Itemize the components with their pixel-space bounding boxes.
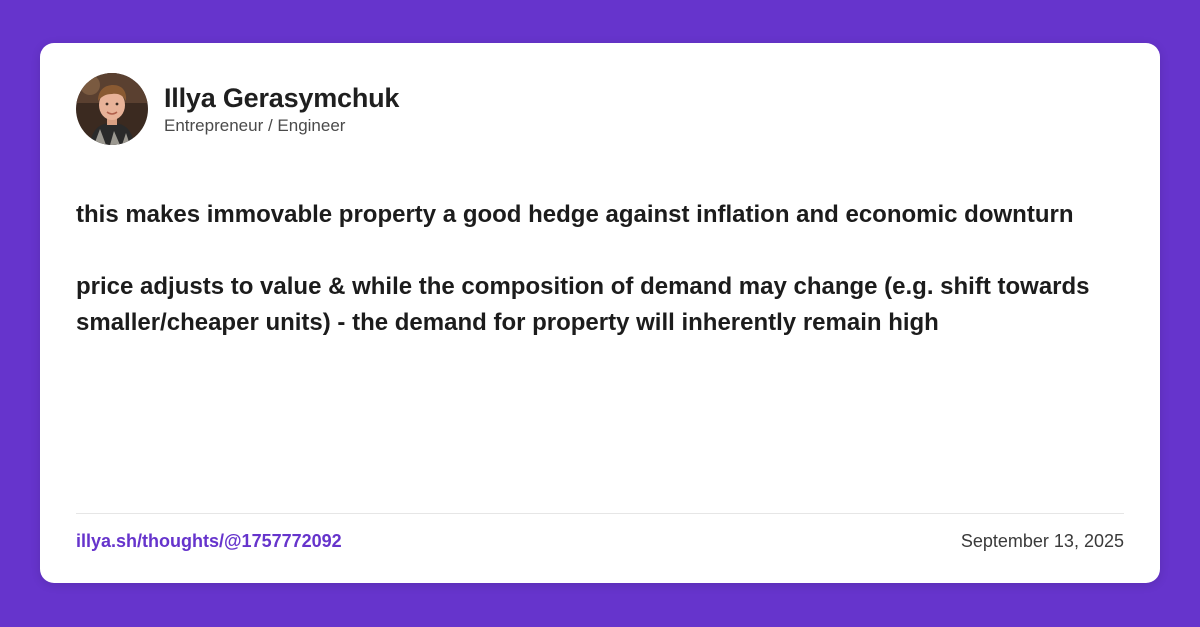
author-text: Illya Gerasymchuk Entrepreneur / Enginee… — [164, 82, 399, 137]
author-role: Entrepreneur / Engineer — [164, 115, 346, 135]
footer-divider — [76, 513, 1124, 514]
post-body: this makes immovable property a good hed… — [76, 197, 1126, 377]
post-permalink[interactable]: illya.sh/thoughts/@1757772092 — [76, 531, 342, 551]
post-date: September 13, 2025 — [960, 531, 1124, 551]
post-card: Illya Gerasymchuk Entrepreneur / Enginee… — [40, 43, 1160, 583]
avatar — [76, 73, 148, 145]
author-header: Illya Gerasymchuk Entrepreneur / Enginee… — [76, 73, 399, 145]
post-paragraph: price adjusts to value & while the compo… — [76, 273, 1090, 336]
author-name: Illya Gerasymchuk — [164, 82, 400, 113]
avatar-portrait-icon — [76, 73, 148, 145]
post-paragraph: this makes immovable property a good hed… — [76, 201, 1074, 228]
